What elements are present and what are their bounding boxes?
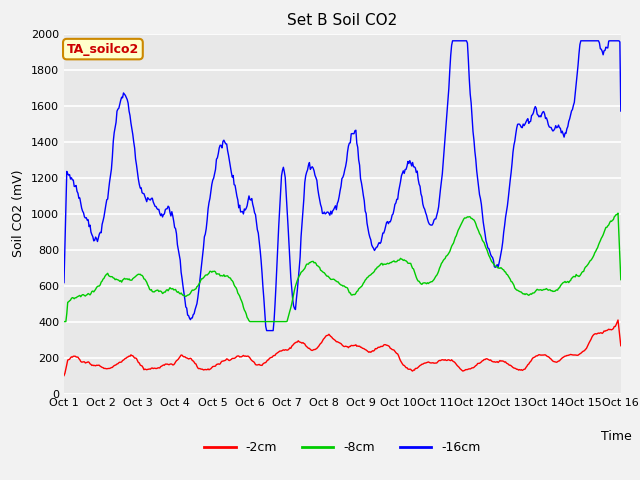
X-axis label: Time: Time: [601, 430, 632, 443]
Text: TA_soilco2: TA_soilco2: [67, 43, 139, 56]
Legend: -2cm, -8cm, -16cm: -2cm, -8cm, -16cm: [199, 436, 486, 459]
Y-axis label: Soil CO2 (mV): Soil CO2 (mV): [12, 170, 26, 257]
Title: Set B Soil CO2: Set B Soil CO2: [287, 13, 397, 28]
